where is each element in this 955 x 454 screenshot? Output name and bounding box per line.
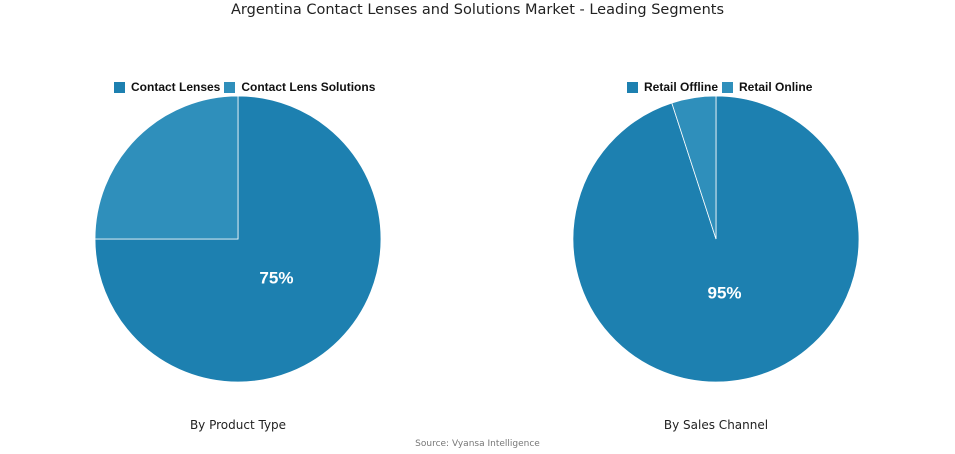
legend-label: Retail Offline (644, 80, 719, 94)
subtitle-product-type: By Product Type (189, 418, 287, 432)
pie-slice-retail-online[interactable] (671, 95, 717, 240)
legend-label: Retail Online (739, 80, 813, 94)
pie-slice-contact-lens-solutions[interactable] (94, 95, 239, 240)
legend-label: Contact Lenses (131, 80, 221, 94)
data-label: 95% (707, 284, 741, 303)
data-label: 75% (259, 268, 293, 287)
legend-item[interactable]: Contact Lens Solutions (224, 80, 375, 94)
legend-swatch (114, 81, 125, 93)
legend-item[interactable]: Retail Offline (627, 80, 718, 94)
source-note: Source: Vyansa Intelligence (415, 439, 540, 449)
legend-label: Contact Lens Solutions (241, 80, 376, 94)
legend-sales-channel: Retail Offline Retail Online (627, 80, 816, 94)
chart-title: Argentina Contact Lenses and Solutions M… (230, 2, 725, 18)
legend-item[interactable]: Contact Lenses (114, 80, 220, 94)
legend-item[interactable]: Retail Online (722, 80, 812, 94)
legend-product-type: Contact Lenses Contact Lens Solutions (114, 80, 379, 94)
legend-swatch (722, 81, 734, 93)
pie-slice-contact-lenses[interactable] (94, 95, 382, 383)
subtitle-sales-channel: By Sales Channel (663, 418, 769, 432)
legend-swatch (224, 81, 236, 93)
legend-swatch (627, 81, 638, 93)
